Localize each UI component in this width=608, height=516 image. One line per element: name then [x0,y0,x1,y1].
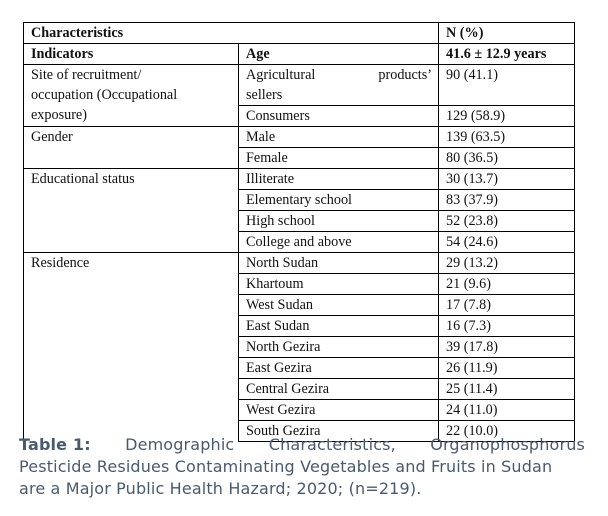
value-cell: 39 (17.8) [438,336,575,358]
table-caption: Table 1: Demographic Characteristics, Or… [19,434,585,500]
category-word: products’ [378,67,432,83]
indicator-cell: Gender [23,126,239,169]
value-cell: 24 (11.0) [438,399,575,421]
indicator-cell: Educational status [23,168,239,253]
category-cell: North Gezira [238,336,439,358]
header-n-pct: N (%) [438,22,575,44]
category-cell: Agricultural products’ sellers [238,64,439,106]
value-cell: 16 (7.3) [438,315,575,337]
table-row: Residence North Sudan 29 (13.2) [23,252,575,442]
category-cell: Central Gezira [238,378,439,400]
category-cell: Elementary school [238,189,439,211]
value-cell: 52 (23.8) [438,210,575,232]
indicator-line: exposure) [31,107,87,123]
value-cell: 83 (37.9) [438,189,575,211]
table-row: Educational status Illiterate 30 (13.7) [23,168,575,253]
category-cell: Consumers [238,105,439,127]
table-row: Site of recruitment/occupation (Occupati… [23,64,575,127]
caption-label: Table 1: [19,435,91,454]
category-cell: Male [238,126,439,148]
value-cell: 30 (13.7) [438,168,575,190]
category-cell: South Gezira [238,420,439,442]
indicator-cell: Site of recruitment/occupation (Occupati… [23,64,239,127]
value-cell: 21 (9.6) [438,273,575,295]
table-row: East Gezira 26 (11.9) [24,357,575,379]
table-row: Consumers 129 (58.9) [24,105,575,127]
category-cell: West Sudan [238,294,439,316]
table-header-row-2: Indicators Age 41.6 ± 12.9 years [23,43,575,65]
table-row: Female 80 (36.5) [24,147,575,169]
indicator-line: Site of recruitment/ [31,67,142,83]
demographics-table: Characteristics N (%) Indicators Age 41.… [23,22,575,442]
table-row: Khartoum 21 (9.6) [24,273,575,295]
value-cell: 26 (11.9) [438,357,575,379]
value-cell: 25 (11.4) [438,378,575,400]
table-row: West Sudan 17 (7.8) [24,294,575,316]
category-cell: West Gezira [238,399,439,421]
header-age-value: 41.6 ± 12.9 years [438,43,575,65]
category-cell: Female [238,147,439,169]
category-cell: Khartoum [238,273,439,295]
caption-line-2: Pesticide Residues Contaminating Vegetab… [19,457,553,476]
table-header-row-1: Characteristics N (%) [23,22,575,44]
indicator-line: occupation (Occupational [31,87,178,103]
category-cell: East Sudan [238,315,439,337]
category-word: Agricultural [246,67,316,83]
category-cell: High school [238,210,439,232]
table-row: East Sudan 16 (7.3) [24,315,575,337]
value-cell: 129 (58.9) [438,105,575,127]
table-row: College and above 54 (24.6) [24,231,575,253]
caption-line-1: Table 1: Demographic Characteristics, Or… [19,434,585,456]
value-cell: 90 (41.1) [438,64,575,106]
header-characteristics: Characteristics [23,22,439,44]
value-cell: 54 (24.6) [438,231,575,253]
category-cell: College and above [238,231,439,253]
value-cell: 139 (63.5) [438,126,575,148]
value-cell: 22 (10.0) [438,420,575,442]
category-cell: North Sudan [238,252,439,274]
table-row: Elementary school 83 (37.9) [24,189,575,211]
caption-line-3: are a Major Public Health Hazard; 2020; … [19,479,422,498]
header-indicators: Indicators [23,43,239,65]
value-cell: 17 (7.8) [438,294,575,316]
caption-word: Organophosphorus [430,435,585,454]
value-cell: 29 (13.2) [438,252,575,274]
category-line: Agricultural products’ [246,65,438,85]
table-row: High school 52 (23.8) [24,210,575,232]
header-age: Age [238,43,439,65]
value-cell: 80 (36.5) [438,147,575,169]
table-row: North Gezira 39 (17.8) [24,336,575,358]
table-row: Central Gezira 25 (11.4) [24,378,575,400]
category-cell: East Gezira [238,357,439,379]
caption-word: Characteristics, [268,435,396,454]
table-row: Gender Male 139 (63.5) [23,126,575,169]
table-row: West Gezira 24 (11.0) [24,399,575,421]
indicator-cell: Residence [23,252,239,442]
category-line: sellers [246,87,283,103]
caption-word: Demographic [125,435,235,454]
table-row: South Gezira 22 (10.0) [24,420,575,442]
category-cell: Illiterate [238,168,439,190]
